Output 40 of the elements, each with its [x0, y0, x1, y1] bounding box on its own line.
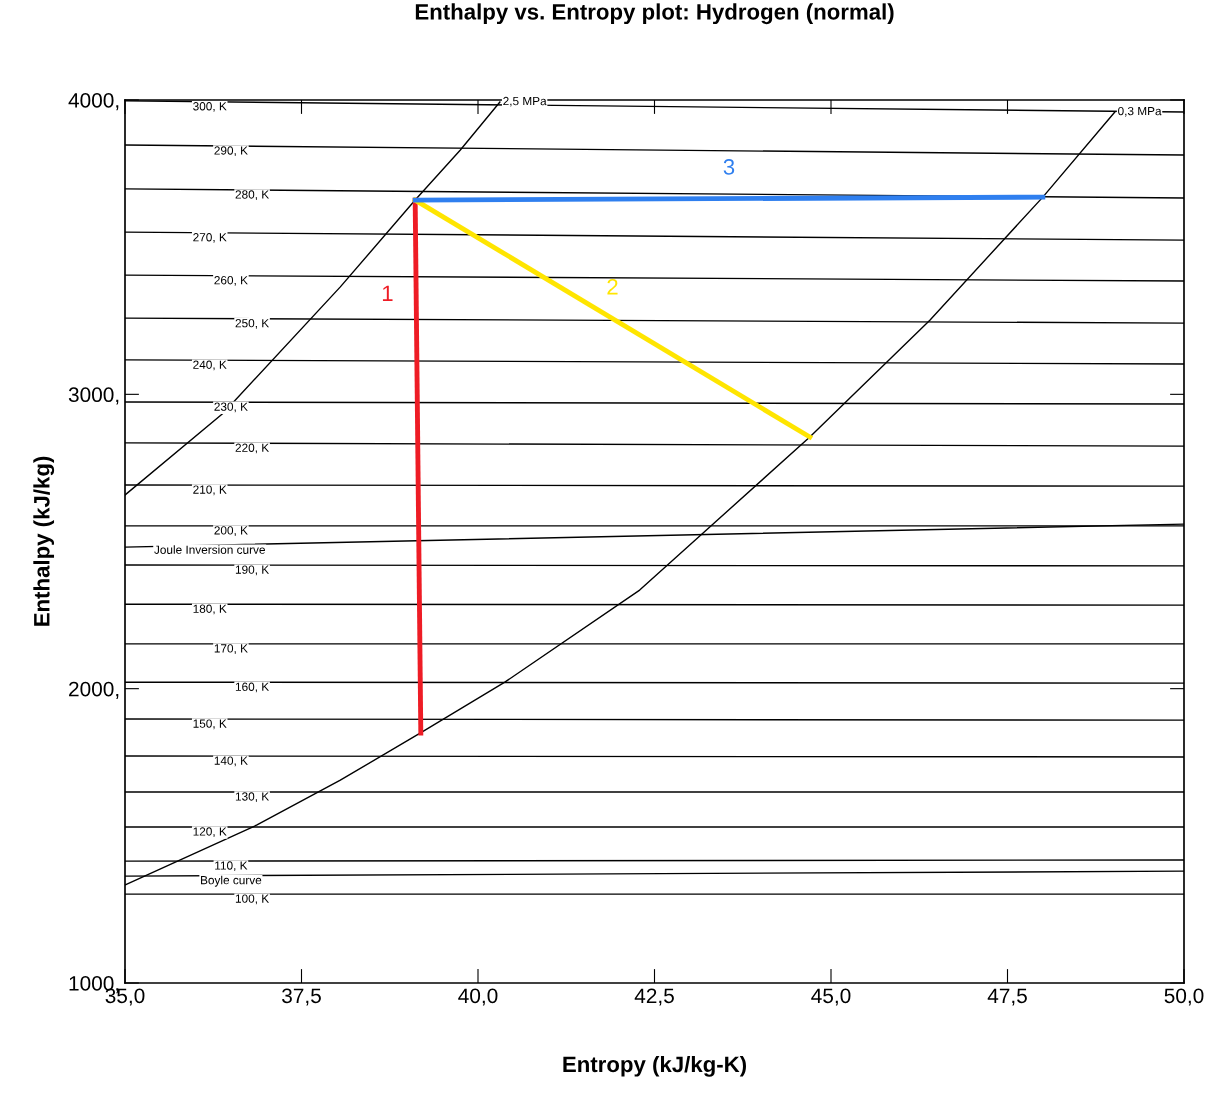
y-tick-label: 3000, [68, 387, 119, 405]
x-tick-label: 42,5 [634, 988, 674, 1006]
chart-title: Enthalpy vs. Entropy plot: Hydrogen (normal) [415, 3, 894, 25]
series-label: Boyle curve [201, 875, 262, 887]
series-label: 220, K [235, 443, 270, 454]
series-label: 100, K [235, 894, 270, 905]
series-label: 260, K [214, 276, 248, 286]
x-tick-label: 47,5 [987, 988, 1027, 1006]
series-label: Joule Inversion curve [154, 545, 265, 554]
series-label: 170, K [214, 644, 248, 654]
series-label: 160, K [235, 682, 270, 693]
series-label: 2,5 MPa [503, 96, 547, 107]
series-label: 230, K [214, 402, 248, 413]
x-tick-label: 50,0 [1164, 988, 1204, 1006]
y-axis-title: Enthalpy (kJ/kg) [33, 456, 55, 626]
series-label: 1 [382, 285, 393, 301]
series-label: 300, K [193, 102, 227, 112]
x-axis-title: Entropy (kJ/kg-K) [563, 1055, 746, 1077]
x-tick-label: 40,0 [458, 988, 498, 1006]
series-label: 3 [723, 159, 735, 175]
series-label: 190, K [235, 565, 270, 576]
series-label: 180, K [193, 604, 227, 615]
series-label: 110, K [215, 861, 248, 872]
y-tick-label: 2000, [69, 681, 119, 699]
x-tick-label: 37,5 [282, 988, 321, 1006]
series-label: 150, K [193, 719, 227, 730]
series-label: 120, K [193, 827, 227, 838]
series-label: 210, K [193, 485, 227, 496]
series-label: 280, K [235, 190, 270, 201]
series-label: 140, K [214, 756, 248, 767]
series-label: 290, K [214, 146, 248, 157]
x-tick-label: 45,0 [811, 988, 851, 1006]
series-label: 250, K [235, 319, 270, 329]
y-tick-label: 4000, [68, 93, 119, 111]
series-label: 200, K [214, 526, 248, 536]
series-label: 240, K [193, 360, 227, 371]
series-label: 0,3 MPa [1118, 106, 1162, 117]
series-label: 270, K [193, 233, 227, 243]
series-label: 2 [607, 278, 618, 295]
series-label: 130, K [235, 792, 270, 803]
